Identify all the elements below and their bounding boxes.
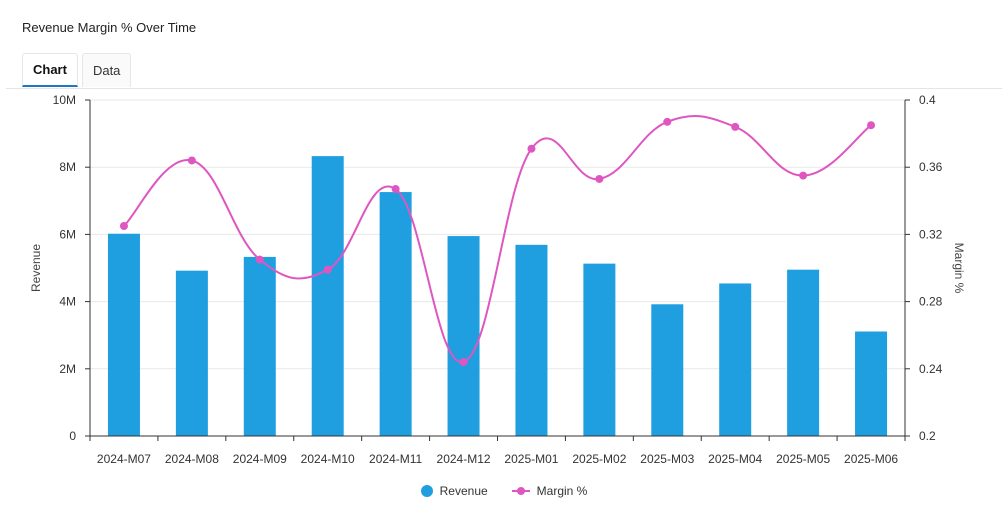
x-tick-label: 2024-M12 xyxy=(437,452,491,466)
x-tick-label: 2025-M02 xyxy=(572,452,626,466)
x-tick-label: 2024-M10 xyxy=(301,452,355,466)
y-tick-label: 8M xyxy=(59,160,76,174)
y2-tick-label: 0.36 xyxy=(919,160,943,174)
y-axis-title: Revenue xyxy=(29,244,43,292)
revenue-bar xyxy=(243,256,276,436)
x-tick-label: 2025-M05 xyxy=(776,452,830,466)
x-tick-label: 2025-M01 xyxy=(504,452,558,466)
y-axis-left: 0 2M 4M 6M 8M 10M xyxy=(53,93,91,443)
revenue-bar xyxy=(311,156,344,436)
margin-point xyxy=(867,121,876,130)
revenue-bar xyxy=(787,269,820,436)
legend-margin-swatch xyxy=(511,485,530,497)
revenue-bar xyxy=(107,233,140,436)
margin-point xyxy=(255,255,264,264)
margin-line xyxy=(123,115,872,364)
y-tick-label: 0 xyxy=(69,429,76,443)
y-axis-right: 0.2 0.24 0.28 0.32 0.36 0.4 xyxy=(904,93,943,443)
revenue-bar xyxy=(379,192,412,436)
legend-revenue-swatch xyxy=(420,485,433,497)
view-tabs: Chart Data xyxy=(22,53,135,89)
combo-chart: 2024-M07 2024-M08 2024-M09 2024-M10 2024-M11… xyxy=(29,93,966,466)
y2-tick-label: 0.24 xyxy=(919,362,943,376)
y2-tick-label: 0.4 xyxy=(919,93,936,107)
chart-title: Revenue Margin % Over Time xyxy=(22,20,197,35)
y2-tick-label: 0.28 xyxy=(919,295,943,309)
margin-point xyxy=(663,117,672,126)
legend-item-margin[interactable]: Margin % xyxy=(511,484,588,498)
margin-point xyxy=(731,122,740,131)
y2-axis-title: Margin % xyxy=(952,243,966,294)
x-tick-label: 2024-M07 xyxy=(97,452,151,466)
gridlines xyxy=(90,99,905,370)
x-tick-label: 2024-M08 xyxy=(165,452,219,466)
x-tick-label: 2024-M09 xyxy=(233,452,287,466)
x-tick-label: 2025-M06 xyxy=(844,452,898,466)
legend-margin-label: Margin % xyxy=(536,484,588,498)
margin-point xyxy=(595,174,604,183)
tab-data[interactable]: Data xyxy=(81,53,132,87)
margin-point xyxy=(391,185,400,194)
margin-point xyxy=(323,265,332,274)
tab-divider xyxy=(6,88,1002,89)
x-tick-label: 2025-M03 xyxy=(640,452,694,466)
y2-tick-label: 0.32 xyxy=(919,227,943,241)
legend-item-revenue[interactable]: Revenue xyxy=(420,484,488,498)
revenue-bar xyxy=(515,244,548,436)
margin-point xyxy=(527,144,536,153)
margin-point xyxy=(459,358,468,367)
revenue-bars xyxy=(107,156,888,436)
revenue-bar xyxy=(855,331,888,436)
y-tick-label: 4M xyxy=(59,295,76,309)
margin-point xyxy=(187,156,196,165)
tab-chart[interactable]: Chart xyxy=(22,53,78,87)
y-tick-label: 2M xyxy=(59,362,76,376)
legend-revenue-label: Revenue xyxy=(439,484,488,498)
revenue-bar xyxy=(583,263,616,436)
legend: Revenue Margin % xyxy=(0,484,1008,498)
y-tick-label: 10M xyxy=(53,93,76,107)
revenue-bar xyxy=(175,270,208,436)
y-tick-label: 6M xyxy=(59,227,76,241)
revenue-bar xyxy=(719,283,752,436)
x-axis: 2024-M07 2024-M08 2024-M09 2024-M10 2024-M11… xyxy=(89,435,906,466)
x-tick-label: 2024-M11 xyxy=(369,452,422,466)
revenue-bar xyxy=(447,236,480,436)
x-tick-label: 2025-M04 xyxy=(708,452,762,466)
y2-tick-label: 0.2 xyxy=(919,429,936,443)
margin-points xyxy=(119,117,876,367)
margin-point xyxy=(119,222,128,230)
margin-point xyxy=(799,171,808,180)
revenue-bar xyxy=(651,304,684,436)
